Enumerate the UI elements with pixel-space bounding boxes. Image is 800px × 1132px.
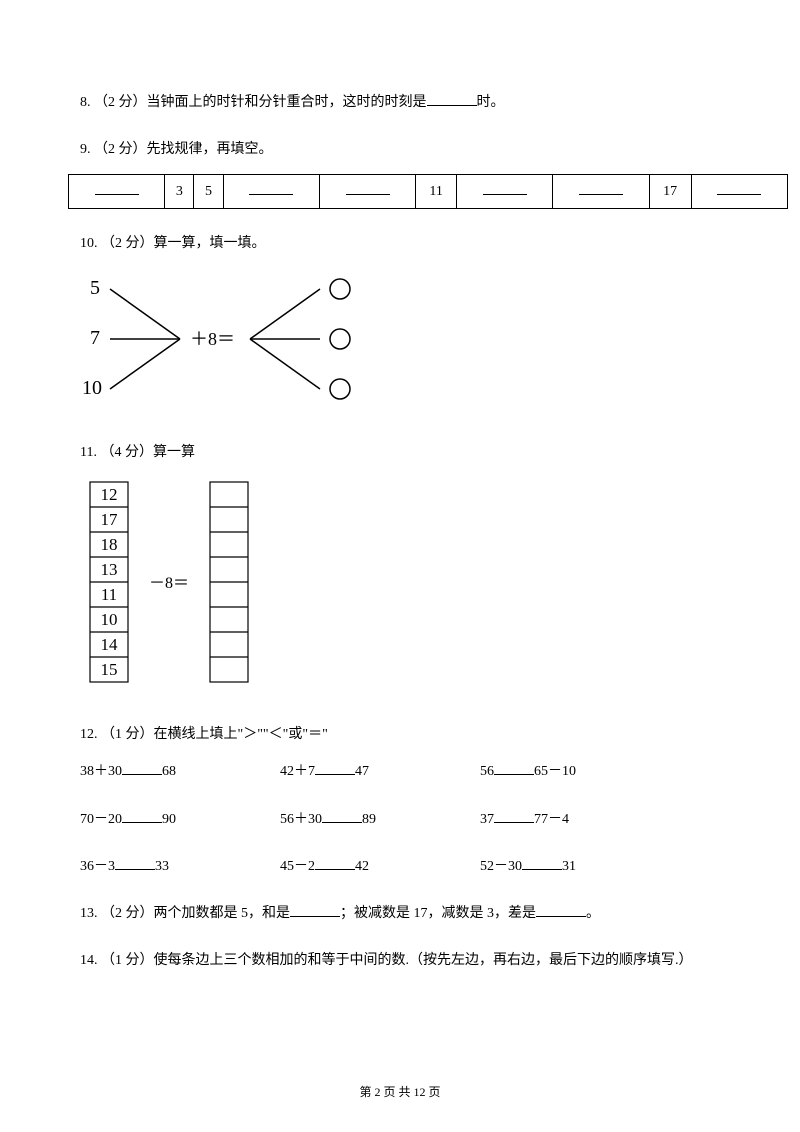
q9-cell-4 bbox=[319, 175, 415, 209]
q13-a: 13. （2 分）两个加数都是 5，和是 bbox=[80, 906, 290, 921]
q9-blank-6[interactable] bbox=[483, 181, 527, 195]
q8-blank[interactable] bbox=[427, 90, 477, 106]
question-9: 9. （2 分）先找规律，再填空。 35 11 17 bbox=[80, 137, 720, 209]
q11-left-1: 17 bbox=[101, 510, 119, 529]
q10-out-2[interactable] bbox=[330, 329, 350, 349]
q11-left-2: 18 bbox=[101, 535, 118, 554]
question-12: 12. （1 分）在横线上填上"＞""＜"或"＝" 38＋306842＋7475… bbox=[80, 722, 720, 879]
q10-out-3[interactable] bbox=[330, 379, 350, 399]
q12-blank-0-0[interactable] bbox=[122, 759, 162, 775]
q12-item-1-1: 56＋3089 bbox=[280, 807, 480, 832]
q9-blank-3[interactable] bbox=[249, 181, 293, 195]
q10-in-2: 7 bbox=[90, 327, 100, 349]
q12-item-2-2: 52－3031 bbox=[480, 854, 680, 879]
question-8: 8. （2 分）当钟面上的时针和分针重合时，这时的时刻是 时。 bbox=[80, 90, 720, 115]
q9-cell-3 bbox=[223, 175, 319, 209]
q11-op: －8＝ bbox=[149, 575, 189, 592]
q11-text: 11. （4 分）算一算 bbox=[80, 440, 720, 465]
q10-text: 10. （2 分）算一算，填一填。 bbox=[80, 231, 720, 256]
q9-blank-7[interactable] bbox=[579, 181, 623, 195]
q11-diagram: 12 17 18 13 11 10 14 15 －8＝ bbox=[80, 477, 720, 700]
q10-in-3: 10 bbox=[82, 377, 102, 399]
q11-left-3: 13 bbox=[101, 560, 118, 579]
q9-cell-6 bbox=[457, 175, 553, 209]
q12-item-0-1: 42＋747 bbox=[280, 759, 480, 784]
q11-left-5: 10 bbox=[101, 610, 118, 629]
q12-blank-0-1[interactable] bbox=[315, 759, 355, 775]
q13-blank-1[interactable] bbox=[290, 901, 340, 917]
q9-cell-1: 3 bbox=[165, 175, 194, 209]
q12-rows: 38＋306842＋7475665－10 70－209056＋30893777－4… bbox=[80, 759, 720, 879]
q11-left-0: 12 bbox=[101, 485, 118, 504]
q12-item-0-2: 5665－10 bbox=[480, 759, 680, 784]
q10-op: ＋8＝ bbox=[190, 329, 235, 349]
q8-text-b: 时。 bbox=[477, 95, 505, 110]
q9-blank-4[interactable] bbox=[346, 181, 390, 195]
q10-in-1: 5 bbox=[90, 277, 100, 299]
q13-c: 。 bbox=[586, 906, 600, 921]
question-11: 11. （4 分）算一算 12 17 18 13 11 10 14 15 －8＝ bbox=[80, 440, 720, 700]
q10-diagram: 5 7 10 ＋8＝ bbox=[80, 269, 720, 418]
q9-cell-8: 17 bbox=[649, 175, 691, 209]
q9-cell-2: 5 bbox=[194, 175, 223, 209]
q11-left-6: 14 bbox=[101, 635, 119, 654]
q12-item-1-0: 70－2090 bbox=[80, 807, 280, 832]
q13-blank-2[interactable] bbox=[536, 901, 586, 917]
q9-table: 35 11 17 bbox=[68, 174, 788, 209]
q12-blank-2-0[interactable] bbox=[115, 854, 155, 870]
question-13: 13. （2 分）两个加数都是 5，和是 ；被减数是 17，减数是 3，差是 。 bbox=[80, 901, 720, 926]
q12-text: 12. （1 分）在横线上填上"＞""＜"或"＝" bbox=[80, 722, 720, 747]
q10-out-1[interactable] bbox=[330, 279, 350, 299]
q8-text-a: 8. （2 分）当钟面上的时针和分针重合时，这时的时刻是 bbox=[80, 95, 427, 110]
q9-cell-9 bbox=[691, 175, 787, 209]
q12-item-2-0: 36－333 bbox=[80, 854, 280, 879]
q9-blank-9[interactable] bbox=[717, 181, 761, 195]
q9-text: 9. （2 分）先找规律，再填空。 bbox=[80, 137, 720, 162]
q12-blank-2-2[interactable] bbox=[522, 854, 562, 870]
q12-item-2-1: 45－242 bbox=[280, 854, 480, 879]
q9-cell-0 bbox=[69, 175, 165, 209]
q11-left-7: 15 bbox=[101, 660, 118, 679]
q9-cell-5: 11 bbox=[416, 175, 457, 209]
q12-blank-1-0[interactable] bbox=[122, 807, 162, 823]
q12-blank-1-1[interactable] bbox=[322, 807, 362, 823]
q14-text: 14. （1 分）使每条边上三个数相加的和等于中间的数.（按先左边，再右边，最后… bbox=[80, 953, 693, 968]
q12-blank-2-1[interactable] bbox=[315, 854, 355, 870]
q12-item-1-2: 3777－4 bbox=[480, 807, 680, 832]
q9-cell-7 bbox=[553, 175, 649, 209]
question-10: 10. （2 分）算一算，填一填。 5 7 10 ＋8＝ bbox=[80, 231, 720, 417]
q9-blank-0[interactable] bbox=[95, 181, 139, 195]
question-14: 14. （1 分）使每条边上三个数相加的和等于中间的数.（按先左边，再右边，最后… bbox=[80, 948, 720, 973]
page-footer: 第 2 页 共 12 页 bbox=[0, 1083, 800, 1100]
q13-b: ；被减数是 17，减数是 3，差是 bbox=[340, 906, 536, 921]
q12-blank-1-2[interactable] bbox=[494, 807, 534, 823]
q11-left-4: 11 bbox=[101, 585, 117, 604]
q12-blank-0-2[interactable] bbox=[494, 759, 534, 775]
q12-item-0-0: 38＋3068 bbox=[80, 759, 280, 784]
